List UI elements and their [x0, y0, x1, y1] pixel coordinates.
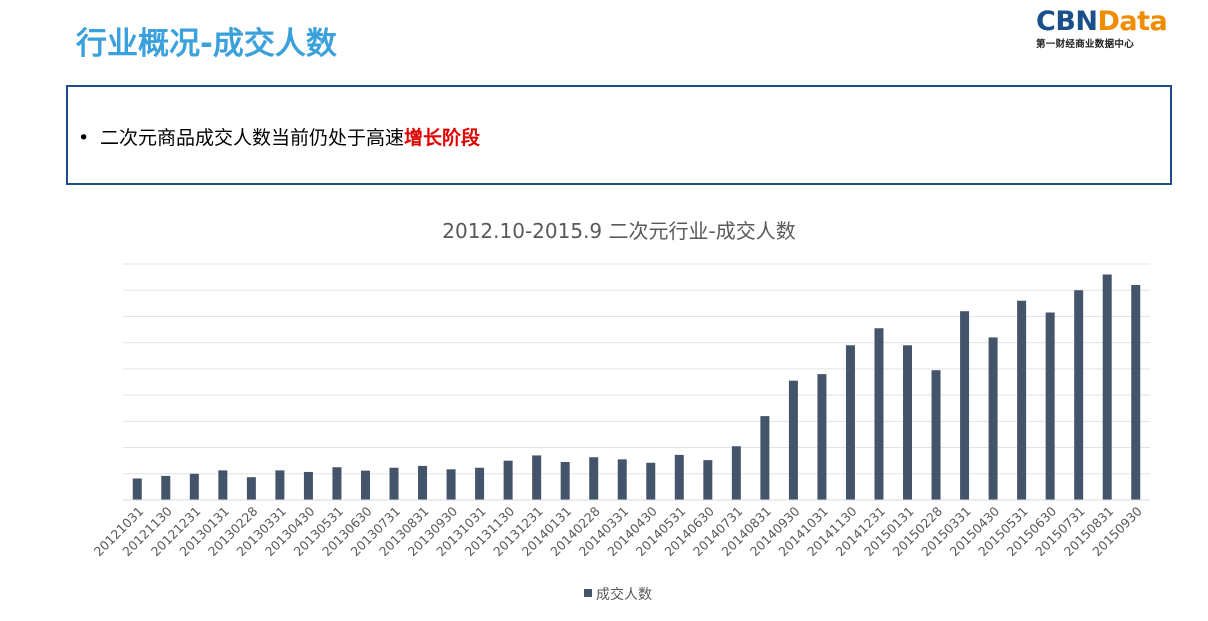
- bar-20130531: [332, 467, 342, 500]
- bar-20150731: [1074, 290, 1084, 500]
- bar-20140831: [760, 416, 770, 500]
- legend-swatch: [584, 589, 592, 597]
- bar-20121031: [132, 478, 142, 500]
- bar-20130131: [218, 470, 228, 500]
- bar-20150531: [1017, 300, 1027, 500]
- bar-20140331: [617, 459, 627, 500]
- bar-20141130: [845, 345, 855, 500]
- bar-20140131: [560, 461, 570, 500]
- bar-20140430: [646, 462, 656, 500]
- bar-20150131: [903, 345, 913, 500]
- bar-20131130: [503, 460, 513, 500]
- bar-20150930: [1131, 284, 1141, 500]
- page-title: 行业概况-成交人数: [76, 26, 337, 62]
- chart-title: 2012.10-2015.9 二次元行业-成交人数: [442, 219, 795, 243]
- logo-wordmark: CBNData: [1036, 6, 1176, 38]
- cbndata-logo: CBNData 第一财经商业数据中心: [1036, 6, 1176, 54]
- summary-box: • 二次元商品成交人数当前仍处于高速增长阶段: [66, 85, 1172, 185]
- summary-bullet-line: • 二次元商品成交人数当前仍处于高速增长阶段: [78, 123, 480, 150]
- bar-20141031: [817, 374, 827, 500]
- summary-text: 二次元商品成交人数当前仍处于高速: [100, 127, 405, 149]
- logo-cbn-text: CBN: [1036, 6, 1098, 37]
- legend-label: 成交人数: [596, 586, 652, 603]
- x-tick-labels: 2012103120121130201212312013013120130228…: [91, 503, 1145, 559]
- bar-20140228: [589, 457, 599, 500]
- logo-data-text: Data: [1097, 6, 1168, 37]
- bar-20121231: [189, 473, 199, 500]
- chart-legend: 成交人数: [584, 586, 652, 603]
- bar-20150831: [1102, 274, 1112, 500]
- bar-20130430: [303, 471, 313, 500]
- bar-20150331: [960, 311, 970, 500]
- summary-highlight: 增长阶段: [404, 127, 481, 149]
- bar-20131231: [532, 455, 542, 500]
- logo-subtitle: 第一财经商业数据中心: [1036, 39, 1135, 50]
- chart-bars: [132, 274, 1141, 500]
- bar-20140531: [674, 454, 684, 500]
- bar-20150430: [988, 337, 998, 500]
- bar-20130731: [389, 467, 399, 500]
- bar-20130930: [446, 469, 456, 500]
- bullet-icon: •: [78, 127, 90, 149]
- bar-20130228: [246, 477, 256, 500]
- bar-20130831: [418, 465, 428, 500]
- bar-20130331: [275, 470, 285, 500]
- bar-20140731: [731, 446, 741, 500]
- bar-20130630: [360, 470, 370, 500]
- bar-20141231: [874, 328, 884, 500]
- bar-20140630: [703, 460, 713, 500]
- bar-20121130: [161, 475, 171, 500]
- bar-20150228: [931, 370, 941, 500]
- bar-20140930: [788, 380, 798, 500]
- bar-20150630: [1045, 312, 1055, 500]
- bar-20131031: [475, 467, 485, 500]
